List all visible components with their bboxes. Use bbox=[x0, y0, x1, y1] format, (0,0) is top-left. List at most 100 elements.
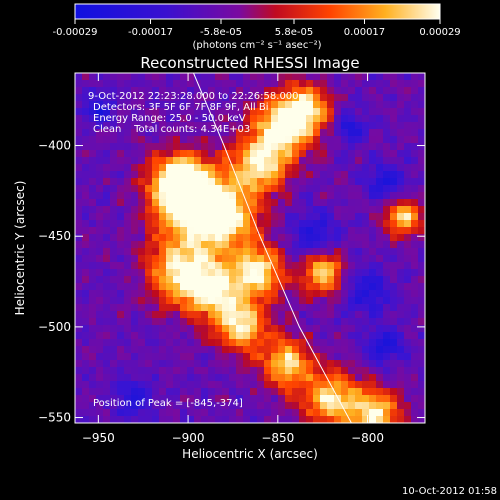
heatmap-cell bbox=[215, 381, 223, 389]
heatmap-cell bbox=[362, 339, 370, 347]
heatmap-cell bbox=[110, 409, 118, 417]
heatmap-cell bbox=[180, 255, 188, 263]
heatmap-cell bbox=[173, 416, 181, 423]
heatmap-cell bbox=[201, 164, 209, 172]
heatmap-cell bbox=[75, 213, 83, 221]
heatmap-cell bbox=[96, 185, 104, 193]
heatmap-cell bbox=[82, 290, 90, 298]
heatmap-cell bbox=[397, 395, 405, 403]
heatmap-cell bbox=[194, 311, 202, 319]
heatmap-cell bbox=[362, 248, 370, 256]
heatmap-cell bbox=[306, 150, 314, 158]
heatmap-cell bbox=[124, 87, 132, 95]
heatmap-cell bbox=[222, 255, 230, 263]
heatmap-cell bbox=[257, 262, 265, 270]
heatmap-cell bbox=[418, 73, 425, 81]
heatmap-cell bbox=[285, 108, 293, 116]
heatmap-cell bbox=[334, 80, 342, 88]
heatmap-cell bbox=[397, 220, 405, 228]
heatmap-cell bbox=[131, 248, 139, 256]
heatmap-cell bbox=[320, 311, 328, 319]
heatmap-cell bbox=[82, 409, 90, 417]
heatmap-cell bbox=[208, 325, 216, 333]
heatmap-cell bbox=[166, 199, 174, 207]
heatmap-cell bbox=[334, 297, 342, 305]
heatmap-cell bbox=[285, 283, 293, 291]
heatmap-cell bbox=[362, 283, 370, 291]
heatmap-cell bbox=[271, 353, 279, 361]
heatmap-cell bbox=[355, 171, 363, 179]
heatmap-cell bbox=[159, 269, 167, 277]
heatmap-cell bbox=[376, 416, 384, 423]
heatmap-cell bbox=[201, 150, 209, 158]
heatmap-cell bbox=[327, 241, 335, 249]
heatmap-cell bbox=[383, 353, 391, 361]
heatmap-cell bbox=[180, 332, 188, 340]
heatmap-cell bbox=[397, 276, 405, 284]
heatmap-cell bbox=[152, 374, 160, 382]
heatmap-cell bbox=[194, 94, 202, 102]
heatmap-cell bbox=[285, 227, 293, 235]
heatmap-cell bbox=[348, 164, 356, 172]
heatmap-cell bbox=[334, 402, 342, 410]
heatmap-cell bbox=[166, 283, 174, 291]
heatmap-cell bbox=[236, 416, 244, 423]
heatmap-cell bbox=[229, 332, 237, 340]
heatmap-cell bbox=[222, 402, 230, 410]
heatmap-cell bbox=[397, 136, 405, 144]
heatmap-cell bbox=[278, 276, 286, 284]
heatmap-cell bbox=[229, 73, 237, 81]
heatmap-cell bbox=[376, 178, 384, 186]
heatmap-cell bbox=[131, 101, 139, 109]
heatmap-cell bbox=[208, 255, 216, 263]
heatmap-cell bbox=[152, 136, 160, 144]
heatmap-cell bbox=[250, 157, 258, 165]
heatmap-cell bbox=[145, 80, 153, 88]
heatmap-cell bbox=[222, 290, 230, 298]
heatmap-cell bbox=[257, 94, 265, 102]
heatmap-cell bbox=[187, 388, 195, 396]
heatmap-cell bbox=[299, 290, 307, 298]
heatmap-cell bbox=[362, 311, 370, 319]
heatmap-cell bbox=[243, 339, 251, 347]
heatmap-cell bbox=[306, 416, 314, 423]
heatmap-cell bbox=[355, 304, 363, 312]
heatmap-cell bbox=[383, 192, 391, 200]
heatmap-cell bbox=[376, 150, 384, 158]
heatmap-cell bbox=[222, 213, 230, 221]
heatmap-cell bbox=[404, 178, 412, 186]
heatmap-cell bbox=[187, 80, 195, 88]
heatmap-cell bbox=[166, 192, 174, 200]
heatmap-cell bbox=[313, 353, 321, 361]
heatmap-cell bbox=[418, 192, 425, 200]
heatmap-cell bbox=[215, 87, 223, 95]
heatmap-cell bbox=[124, 227, 132, 235]
heatmap-cell bbox=[411, 73, 419, 81]
heatmap-cell bbox=[82, 150, 90, 158]
heatmap-cell bbox=[264, 115, 272, 123]
heatmap-cell bbox=[264, 297, 272, 305]
heatmap-cell bbox=[89, 283, 97, 291]
heatmap-cell bbox=[152, 297, 160, 305]
heatmap-cell bbox=[236, 269, 244, 277]
heatmap-cell bbox=[138, 213, 146, 221]
heatmap-cell bbox=[299, 115, 307, 123]
heatmap-cell bbox=[173, 332, 181, 340]
heatmap-cell bbox=[243, 297, 251, 305]
heatmap-cell bbox=[320, 241, 328, 249]
heatmap-cell bbox=[243, 94, 251, 102]
heatmap-cell bbox=[404, 332, 412, 340]
heatmap-cell bbox=[138, 248, 146, 256]
heatmap-cell bbox=[278, 115, 286, 123]
heatmap-cell bbox=[369, 290, 377, 298]
heatmap-cell bbox=[215, 395, 223, 403]
heatmap-cell bbox=[75, 339, 83, 347]
heatmap-cell bbox=[250, 325, 258, 333]
heatmap-cell bbox=[138, 339, 146, 347]
heatmap-cell bbox=[341, 297, 349, 305]
heatmap-cell bbox=[82, 353, 90, 361]
heatmap-cell bbox=[243, 353, 251, 361]
heatmap-cell bbox=[166, 185, 174, 193]
heatmap-cell bbox=[313, 269, 321, 277]
heatmap-cell bbox=[271, 178, 279, 186]
